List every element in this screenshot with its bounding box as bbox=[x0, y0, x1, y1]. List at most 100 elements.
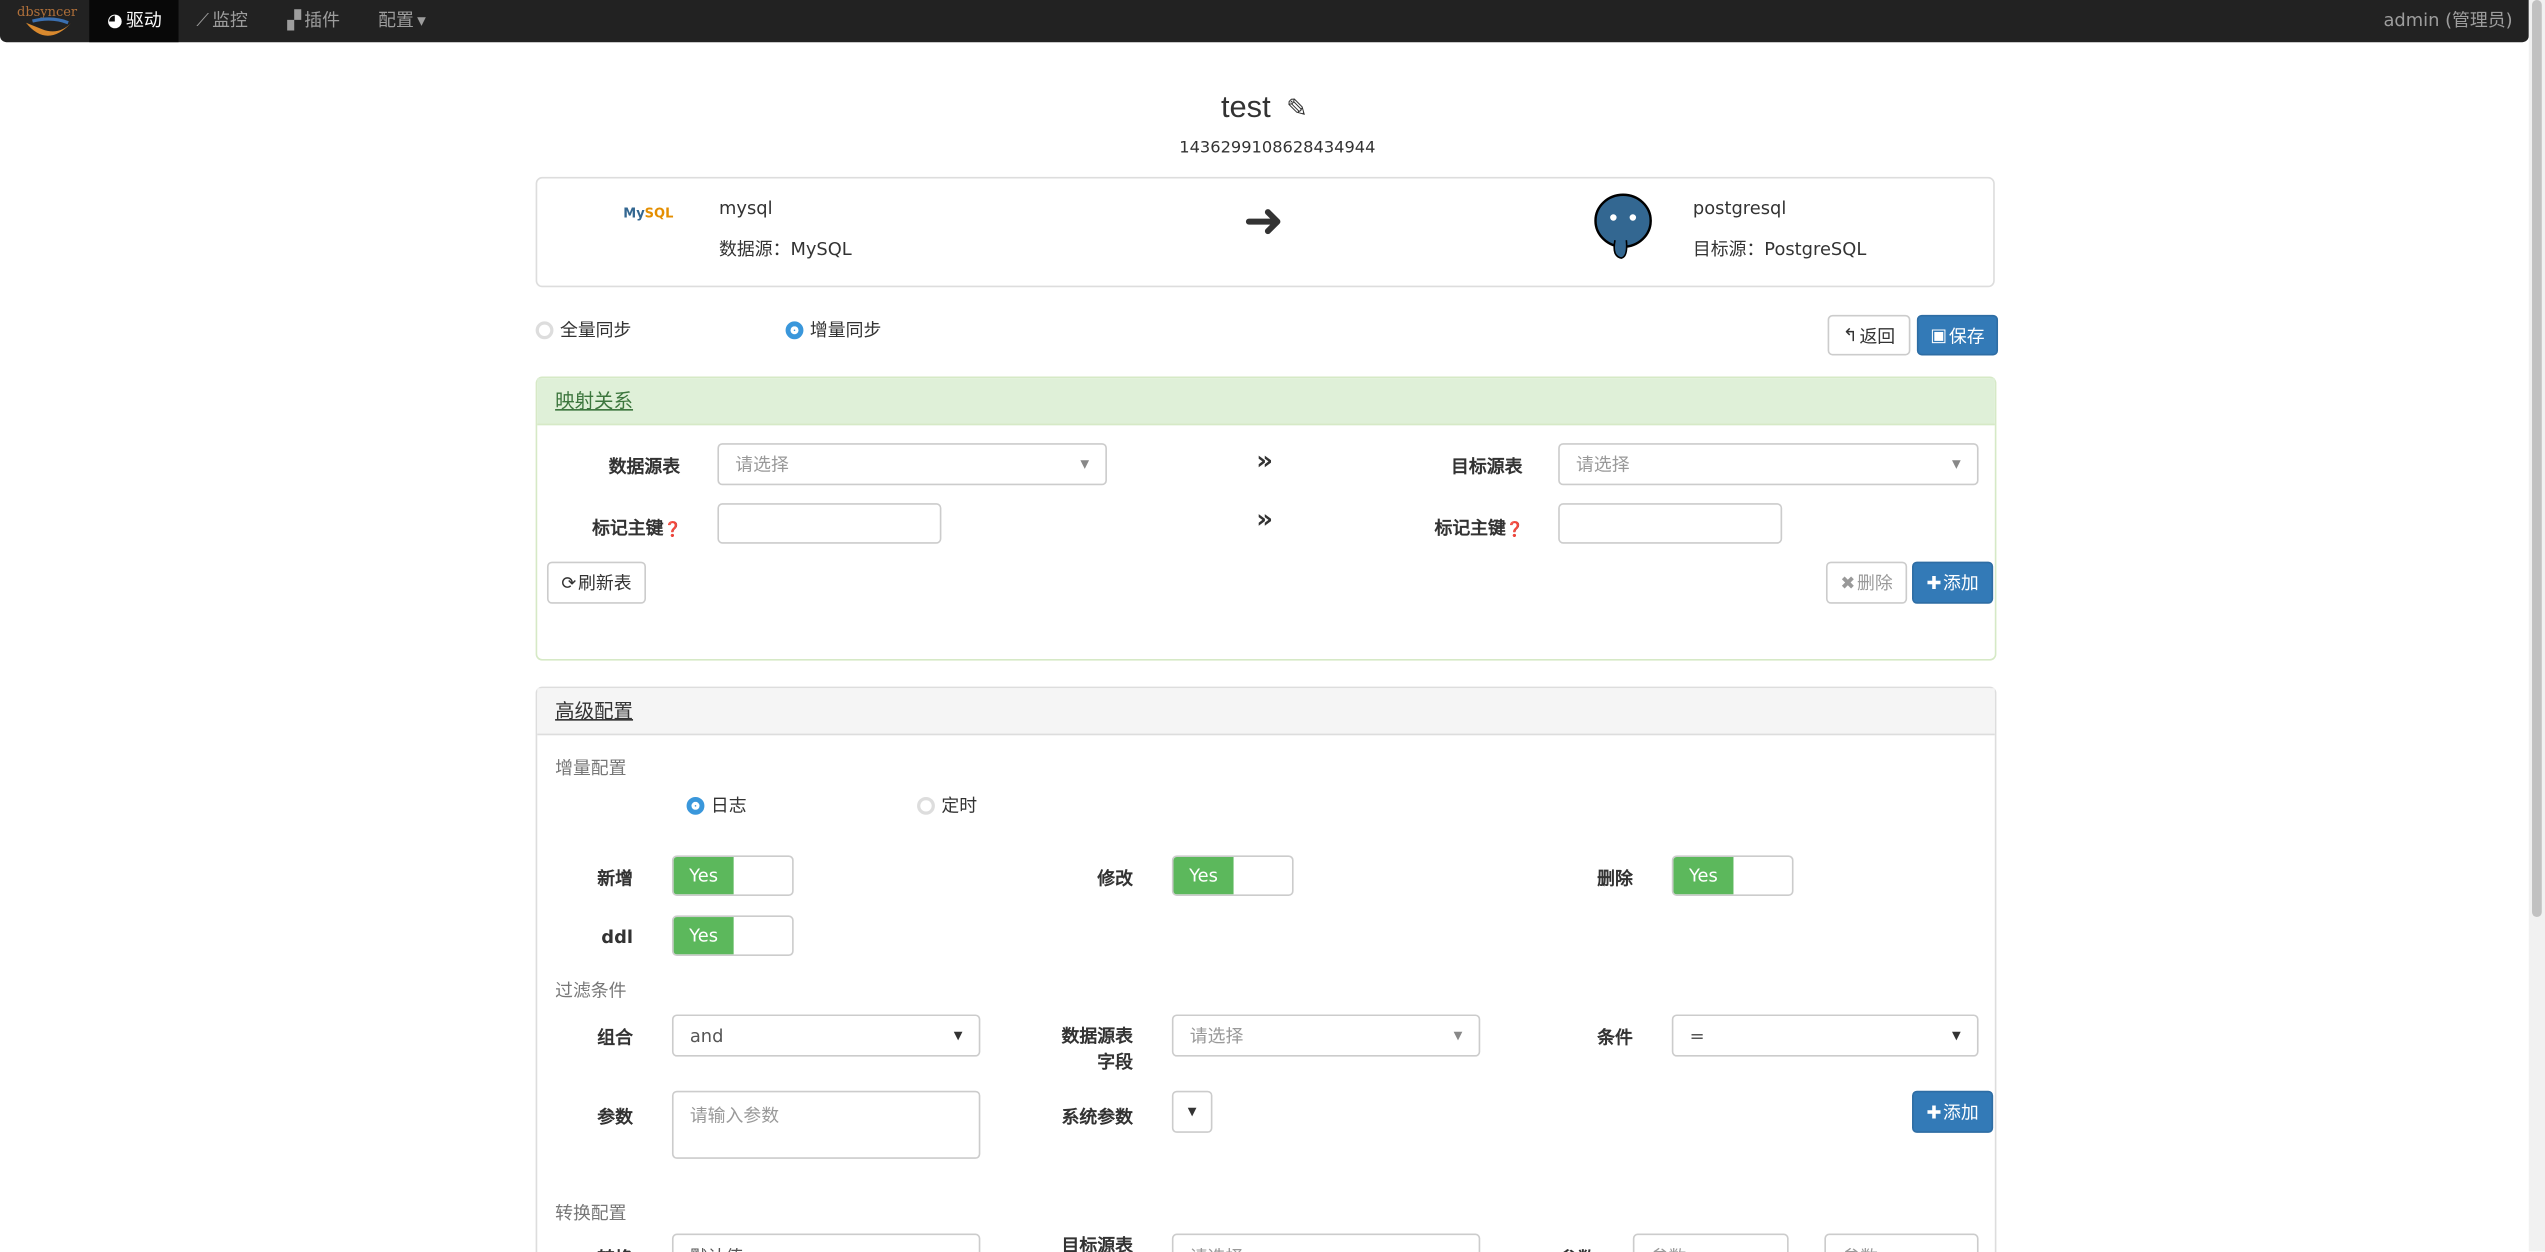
button-label: 返回 bbox=[1859, 325, 1896, 347]
question-icon[interactable]: ❓ bbox=[663, 522, 682, 539]
refresh-icon: ⟳ bbox=[561, 572, 577, 594]
add-mapping-button[interactable]: ✚ 添加 bbox=[1912, 561, 1994, 604]
scrollbar-thumb[interactable] bbox=[2532, 0, 2542, 918]
delete-label: 删除 bbox=[1597, 868, 1633, 890]
combine-label: 组合 bbox=[597, 1027, 634, 1049]
convert-label: 转换配置 bbox=[555, 1202, 627, 1224]
nav-label: 配置 bbox=[378, 9, 414, 31]
back-button[interactable]: ↰ 返回 bbox=[1827, 314, 1911, 356]
radio-log[interactable]: 日志 bbox=[686, 792, 747, 818]
caret-down-icon: ▼ bbox=[1453, 1029, 1463, 1043]
double-chevron-icon: » bbox=[1256, 444, 1274, 476]
condition-select[interactable]: = ▼ bbox=[1671, 1014, 1979, 1057]
radio-full-sync[interactable]: 全量同步 bbox=[535, 317, 631, 343]
radio-checked-icon[interactable] bbox=[785, 320, 804, 339]
field-select[interactable]: 请选择 ▼ bbox=[1171, 1014, 1481, 1057]
radio-checked-icon[interactable] bbox=[686, 796, 705, 814]
dashboard-icon: ◕ bbox=[107, 9, 123, 31]
ddl-toggle[interactable]: Yes bbox=[671, 915, 794, 957]
radio-label: 日志 bbox=[710, 795, 747, 817]
convert-param-label: 参数 bbox=[1511, 1245, 1596, 1252]
add-filter-button[interactable]: ✚ 添加 bbox=[1912, 1090, 1994, 1133]
nav-label: 监控 bbox=[212, 9, 248, 31]
mapping-title[interactable]: 映射关系 bbox=[555, 389, 634, 413]
convert-param-input-1[interactable]: 参数 bbox=[1632, 1233, 1789, 1252]
postgresql-logo bbox=[1592, 192, 1654, 265]
target-table-select[interactable]: 请选择 ▼ bbox=[1558, 443, 1979, 486]
convert-type-select[interactable]: 默认值 bbox=[671, 1233, 981, 1252]
brand-logo[interactable]: dbsyncer bbox=[10, 0, 85, 42]
radio-label: 定时 bbox=[941, 795, 978, 817]
param-textarea[interactable]: 请输入参数 bbox=[671, 1090, 981, 1159]
caret-down-icon: ▼ bbox=[417, 14, 426, 28]
button-label: 添加 bbox=[1943, 1102, 1979, 1124]
insert-toggle[interactable]: Yes bbox=[671, 855, 794, 896]
target-type: 目标源：PostgreSQL bbox=[1692, 238, 1867, 260]
refresh-tables-button[interactable]: ⟳ 刷新表 bbox=[546, 561, 646, 604]
convert-param-input-2[interactable]: 参数 bbox=[1824, 1233, 1979, 1252]
button-label: 添加 bbox=[1943, 572, 1979, 595]
label-text: 标记主键 bbox=[592, 517, 664, 539]
nav-monitor[interactable]: ⟋ 监控 bbox=[196, 0, 247, 42]
radio-timer[interactable]: 定时 bbox=[917, 792, 977, 818]
insert-label: 新增 bbox=[597, 868, 634, 890]
toggle-on: Yes bbox=[1673, 856, 1734, 895]
nav-config[interactable]: 配置 ▼ bbox=[378, 0, 426, 42]
source-table-select[interactable]: 请选择 ▼ bbox=[717, 443, 1107, 486]
source-pk-input[interactable] bbox=[717, 503, 942, 544]
incremental-config-label: 增量配置 bbox=[555, 757, 627, 780]
input-placeholder: 请输入参数 bbox=[689, 1105, 780, 1127]
nav-label: 驱动 bbox=[125, 9, 162, 31]
radio-icon[interactable] bbox=[535, 320, 554, 339]
nav-driver[interactable]: ◕ 驱动 bbox=[89, 0, 179, 43]
sys-param-label: 系统参数 bbox=[1061, 1106, 1133, 1129]
page-title: test bbox=[1220, 90, 1271, 125]
advanced-panel: 高级配置 增量配置 日志 定时 新增 Yes 修改 Yes 删除 Yes ddl… bbox=[535, 686, 1997, 1252]
navbar: dbsyncer ◕ 驱动 ⟋ 监控 ▞ 插件 配置 ▼ admin (管理员) bbox=[0, 0, 2529, 43]
combine-select[interactable]: and ▼ bbox=[671, 1014, 981, 1057]
radio-icon[interactable] bbox=[917, 796, 935, 814]
select-value: 默认值 bbox=[690, 1243, 744, 1252]
ddl-label: ddl bbox=[601, 926, 634, 948]
mysql-logo: MySQL bbox=[623, 206, 674, 221]
source-table-label: 数据源表 bbox=[608, 456, 681, 478]
connection-panel: MySQL mysql 数据源：MySQL ➜ postgresql 目标源：P… bbox=[535, 176, 1995, 288]
delete-toggle[interactable]: Yes bbox=[1671, 855, 1794, 896]
target-name: postgresql bbox=[1692, 198, 1787, 220]
sys-param-dropdown[interactable]: ▼ bbox=[1171, 1090, 1213, 1133]
advanced-title[interactable]: 高级配置 bbox=[555, 699, 634, 723]
param-label: 参数 bbox=[597, 1106, 634, 1129]
user-menu[interactable]: admin (管理员) bbox=[2383, 9, 2513, 31]
plus-icon: ✚ bbox=[1926, 572, 1942, 594]
target-pk-input[interactable] bbox=[1558, 503, 1783, 544]
caret-down-icon: ▼ bbox=[953, 1029, 963, 1043]
update-label: 修改 bbox=[1097, 868, 1133, 890]
toggle-on: Yes bbox=[673, 856, 734, 895]
advanced-header: 高级配置 bbox=[537, 688, 1995, 736]
convert-target-label: 目标源表 bbox=[1061, 1235, 1133, 1252]
source-pk-label: 标记主键❓ bbox=[537, 515, 682, 541]
target-pk-label: 标记主键❓ bbox=[1349, 515, 1524, 541]
save-button[interactable]: ▣ 保存 bbox=[1916, 314, 1999, 356]
button-label: 保存 bbox=[1948, 325, 1985, 347]
question-icon[interactable]: ❓ bbox=[1505, 522, 1525, 539]
close-icon: ✖ bbox=[1840, 572, 1856, 594]
edit-icon[interactable]: ✎ bbox=[1286, 92, 1308, 124]
double-chevron-icon: » bbox=[1256, 503, 1274, 534]
convert-target-select[interactable]: 请选择 bbox=[1171, 1233, 1481, 1252]
filter-label: 过滤条件 bbox=[555, 980, 627, 1002]
plus-icon: ✚ bbox=[1926, 1101, 1942, 1123]
update-toggle[interactable]: Yes bbox=[1171, 855, 1294, 896]
nav-plugin[interactable]: ▞ 插件 bbox=[287, 0, 340, 42]
toggle-on: Yes bbox=[673, 917, 734, 955]
button-label: 删除 bbox=[1857, 572, 1893, 595]
delete-button[interactable]: ✖ 删除 bbox=[1825, 561, 1908, 604]
select-value: and bbox=[689, 1024, 724, 1047]
scrollbar[interactable] bbox=[2528, 0, 2545, 1252]
reply-icon: ↰ bbox=[1842, 324, 1858, 346]
toggle-on: Yes bbox=[1173, 856, 1234, 895]
select-value: = bbox=[1689, 1024, 1705, 1047]
caret-down-icon: ▼ bbox=[1187, 1105, 1197, 1119]
radio-incremental-sync[interactable]: 增量同步 bbox=[785, 317, 881, 343]
line-chart-icon: ⟋ bbox=[196, 9, 209, 31]
